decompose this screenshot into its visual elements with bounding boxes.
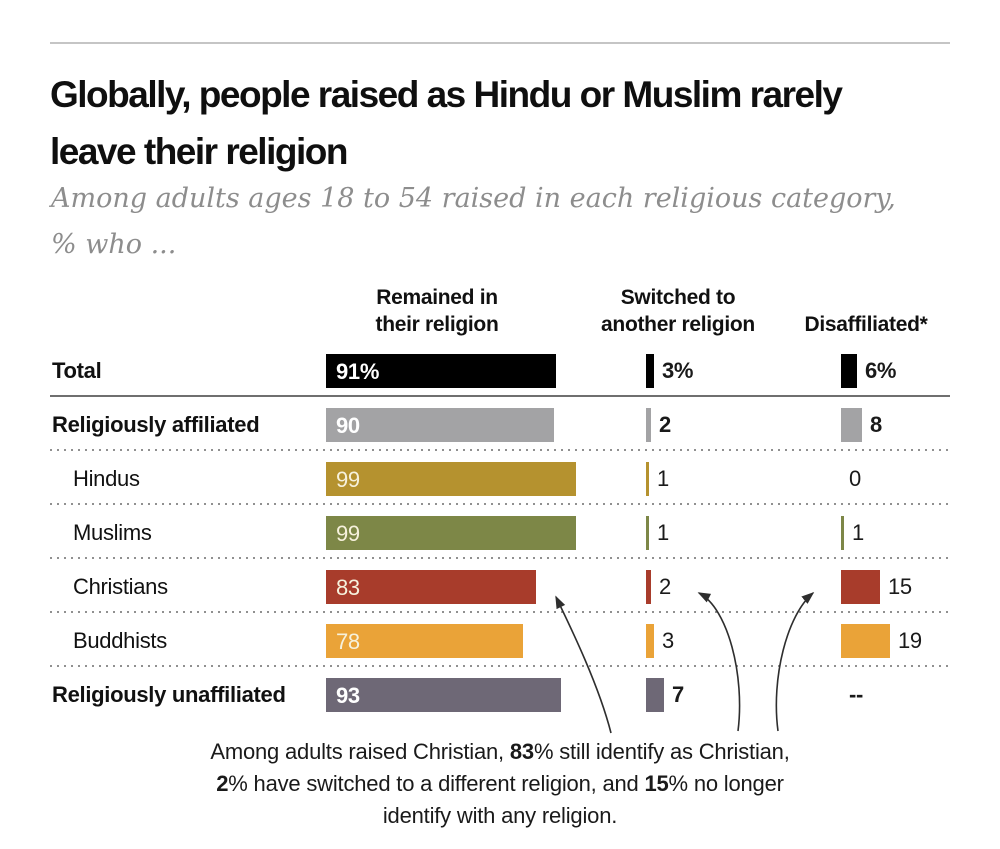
disaffiliated-value: 6%	[865, 358, 897, 383]
row-label: Christians	[73, 574, 168, 599]
column-header-disaffiliated-line2: Disaffiliated*	[804, 313, 928, 336]
disaffiliated-value: 15	[888, 574, 912, 599]
switched-value: 1	[657, 520, 669, 545]
callout-note-line: identify with any religion.	[382, 803, 618, 828]
table-row: Total 91% 3% 6%	[0, 344, 1000, 398]
remained-bar: 93	[326, 678, 561, 712]
dotted-row-divider	[50, 611, 950, 613]
table-row: Christians 83 2 15	[0, 560, 1000, 614]
row-label: Hindus	[73, 466, 140, 491]
remained-bar: 78	[326, 624, 523, 658]
switched-value: 2	[659, 412, 671, 437]
table-row: Muslims 99 1 1	[0, 506, 1000, 560]
switched-bar	[646, 354, 654, 388]
chart-title: Globally, people raised as Hindu or Musl…	[50, 66, 930, 180]
disaffiliated-bar	[841, 354, 857, 388]
remained-value: 99	[336, 467, 360, 492]
remained-bar: 91%	[326, 354, 556, 388]
disaffiliated-bar	[841, 570, 880, 604]
row-label: Religiously unaffiliated	[52, 682, 286, 707]
row-label: Buddhists	[73, 628, 167, 653]
disaffiliated-bar	[841, 408, 862, 442]
switched-value: 2	[659, 574, 671, 599]
switched-value: 3%	[662, 358, 694, 383]
switched-bar	[646, 570, 651, 604]
row-label: Total	[52, 358, 102, 383]
table-row: Hindus 99 1 0	[0, 452, 1000, 506]
remained-value: 78	[336, 629, 360, 654]
chart-title-line2: leave their religion	[50, 131, 348, 172]
table-row: Religiously affiliated 90 2 8	[0, 398, 1000, 452]
table-row: Religiously unaffiliated 93 7 --	[0, 668, 1000, 722]
chart-subtitle: Among adults ages 18 to 54 raised in eac…	[51, 176, 931, 268]
column-header-remained-line1: Remained in	[376, 286, 498, 309]
remained-value: 91%	[336, 359, 380, 384]
disaffiliated-value: 19	[898, 628, 922, 653]
chart-title-line1: Globally, people raised as Hindu or Musl…	[50, 74, 843, 115]
disaffiliated-value: 1	[852, 520, 864, 545]
remained-bar: 99	[326, 462, 576, 496]
disaffiliated-value: 0	[849, 466, 861, 491]
row-label: Religiously affiliated	[52, 412, 260, 437]
switched-bar	[646, 624, 654, 658]
disaffiliated-value: --	[849, 682, 864, 707]
remained-value: 90	[336, 413, 360, 438]
remained-value: 93	[336, 683, 360, 708]
chart-subtitle-line1: Among adults ages 18 to 54 raised in eac…	[51, 183, 896, 214]
solid-row-divider	[50, 395, 950, 397]
callout-note-line: 2% have switched to a different religion…	[216, 771, 784, 796]
disaffiliated-value: 8	[870, 412, 882, 437]
switched-bar	[646, 462, 649, 496]
callout-note: Among adults raised Christian, 83% still…	[0, 736, 1000, 832]
column-header-switched-line2: another religion	[601, 313, 755, 336]
column-header-switched: Switched to another religion	[558, 272, 798, 338]
callout-note-line: Among adults raised Christian, 83% still…	[210, 739, 790, 764]
switched-bar	[646, 516, 649, 550]
top-rule-divider	[50, 42, 950, 44]
column-header-disaffiliated: Disaffiliated*	[746, 272, 986, 338]
dotted-row-divider	[50, 557, 950, 559]
disaffiliated-bar	[841, 624, 890, 658]
switched-bar	[646, 678, 664, 712]
dotted-row-divider	[50, 503, 950, 505]
column-header-switched-line1: Switched to	[620, 286, 736, 309]
remained-value: 99	[336, 521, 360, 546]
row-label: Muslims	[73, 520, 152, 545]
remained-bar: 99	[326, 516, 576, 550]
disaffiliated-bar	[841, 516, 844, 550]
dotted-row-divider	[50, 665, 950, 667]
remained-value: 83	[336, 575, 360, 600]
column-header-remained: Remained in their religion	[317, 272, 557, 338]
switched-value: 3	[662, 628, 674, 653]
remained-bar: 90	[326, 408, 554, 442]
table-row: Buddhists 78 3 19	[0, 614, 1000, 668]
switched-value: 7	[672, 682, 684, 707]
dotted-row-divider	[50, 449, 950, 451]
switched-bar	[646, 408, 651, 442]
bar-chart-area: Total 91% 3% 6% Religiously affiliated 90 2 8 Hi…	[0, 340, 1000, 726]
chart-subtitle-line2: % who ...	[51, 229, 177, 260]
switched-value: 1	[657, 466, 669, 491]
remained-bar: 83	[326, 570, 536, 604]
column-header-remained-line2: their religion	[375, 313, 499, 336]
